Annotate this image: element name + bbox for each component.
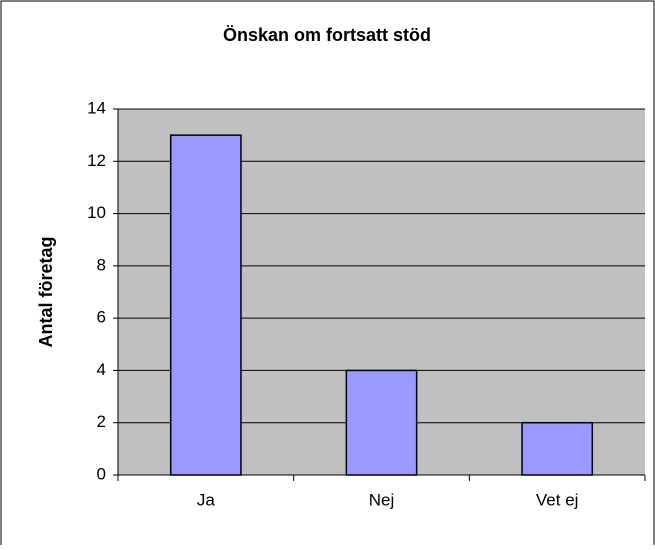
- y-tick-label: 8: [97, 255, 106, 274]
- bar: [521, 421, 594, 476]
- x-tick-label: Ja: [197, 490, 216, 509]
- y-tick-label: 4: [97, 360, 106, 379]
- bar: [345, 369, 418, 476]
- y-tick-label: 10: [87, 203, 106, 222]
- bar: [169, 134, 242, 476]
- y-tick-label: 14: [87, 98, 106, 117]
- y-tick-label: 12: [87, 151, 106, 170]
- y-tick-label: 0: [97, 464, 106, 483]
- chart-title: Önskan om fortsatt stöd: [223, 25, 431, 45]
- y-tick-label: 6: [97, 308, 106, 327]
- x-tick-label: Vet ej: [536, 490, 579, 509]
- x-tick-label: Nej: [369, 490, 395, 509]
- y-axis-label: Antal företag: [36, 236, 56, 347]
- y-tick-label: 2: [97, 412, 106, 431]
